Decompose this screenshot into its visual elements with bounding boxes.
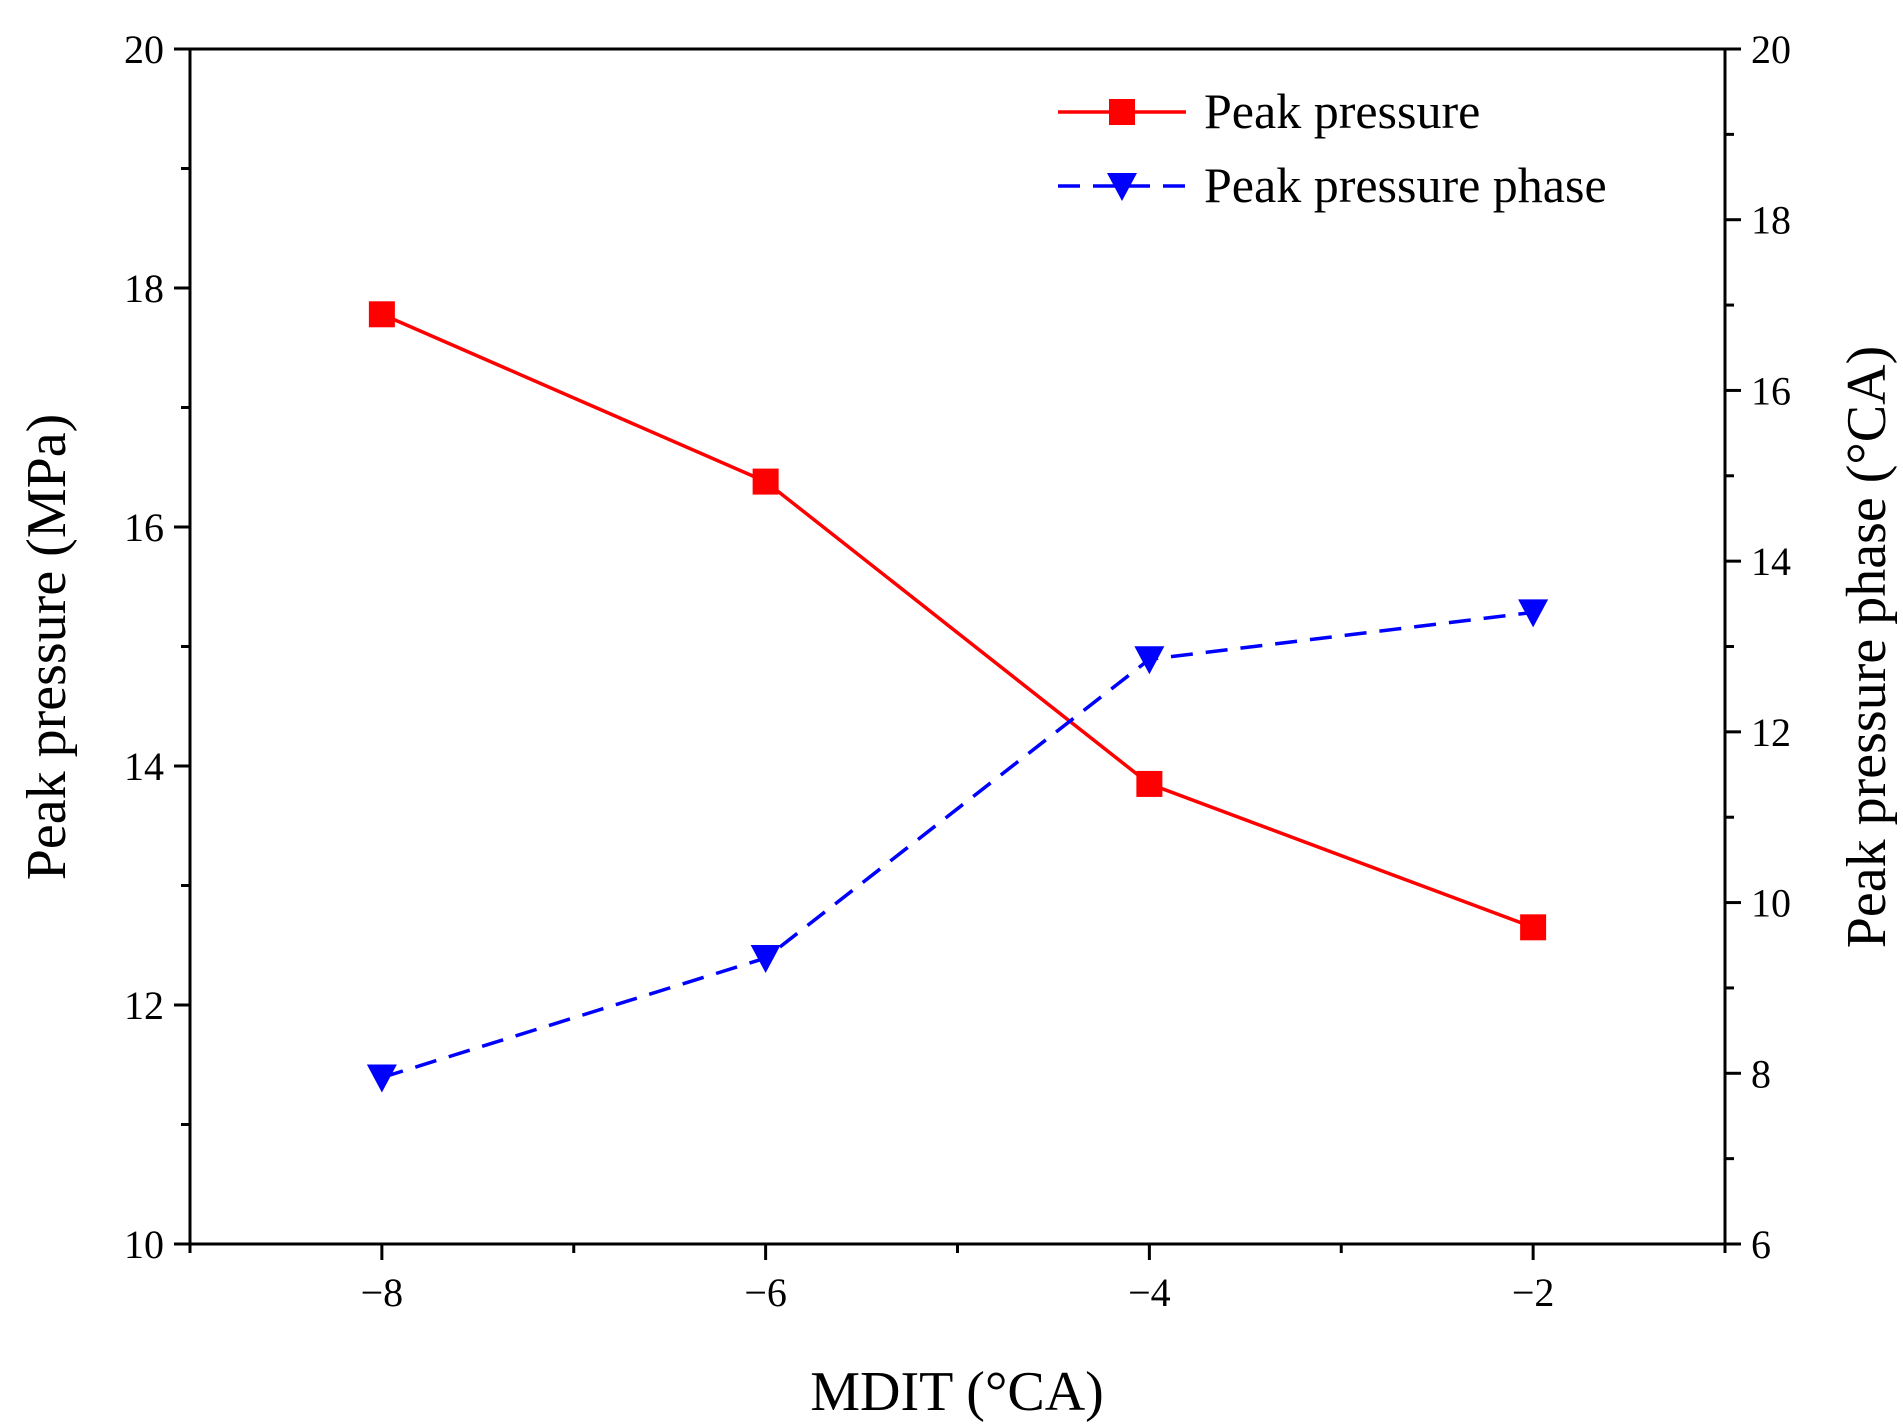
y2-tick-label: 14 [1751, 539, 1791, 584]
y-tick-label: 18 [124, 266, 164, 311]
x-tick-label: −6 [744, 1270, 787, 1315]
square-marker-point [368, 301, 395, 328]
triangle-marker-point [750, 945, 781, 974]
x-tick-label: −2 [1512, 1270, 1555, 1315]
square-marker-point [752, 468, 779, 495]
square-marker-point [1136, 770, 1163, 797]
x-tick-label: −8 [361, 1270, 404, 1315]
y2-axis-ticks: 6 8 10 12 14 16 18 20 [1725, 27, 1791, 1267]
legend-marker-2 [1107, 173, 1137, 201]
series-lines [381, 312, 1534, 1080]
series-line-2 [381, 610, 1534, 1080]
triangle-marker-point [1134, 646, 1165, 675]
triangle-marker-point [1518, 599, 1549, 628]
series-line-1 [381, 312, 1534, 929]
y-tick-label: 14 [124, 744, 164, 789]
y-tick-label: 20 [124, 27, 164, 72]
legend: Peak pressure Peak pressure phase [1058, 83, 1607, 213]
y-tick-label: 16 [124, 505, 164, 550]
y2-tick-label: 6 [1751, 1222, 1771, 1267]
triangle-marker-point [366, 1064, 397, 1093]
y2-tick-label: 10 [1751, 881, 1791, 926]
y-axis-ticks: 10 12 14 16 18 20 [124, 27, 190, 1267]
y2-tick-label: 18 [1751, 198, 1791, 243]
y-axis-title: Peak pressure (MPa) [16, 414, 78, 881]
x-axis-title: MDIT (°CA) [810, 1361, 1104, 1423]
y2-tick-label: 20 [1751, 27, 1791, 72]
y2-axis-title: Peak pressure phase (°CA) [1836, 346, 1898, 948]
y2-tick-label: 16 [1751, 368, 1791, 413]
x-tick-label: −4 [1128, 1270, 1171, 1315]
y2-tick-label: 8 [1751, 1051, 1771, 1096]
square-marker-point [1520, 914, 1547, 941]
x-axis-ticks: −8 −6 −4 −2 [188, 1244, 1727, 1315]
legend-marker-1 [1109, 99, 1135, 125]
legend-label-2: Peak pressure phase [1204, 157, 1607, 213]
series-markers [366, 301, 1549, 1093]
legend-label-1: Peak pressure [1204, 83, 1480, 139]
y2-tick-label: 12 [1751, 710, 1791, 755]
y-tick-label: 10 [124, 1222, 164, 1267]
y-tick-label: 12 [124, 983, 164, 1028]
